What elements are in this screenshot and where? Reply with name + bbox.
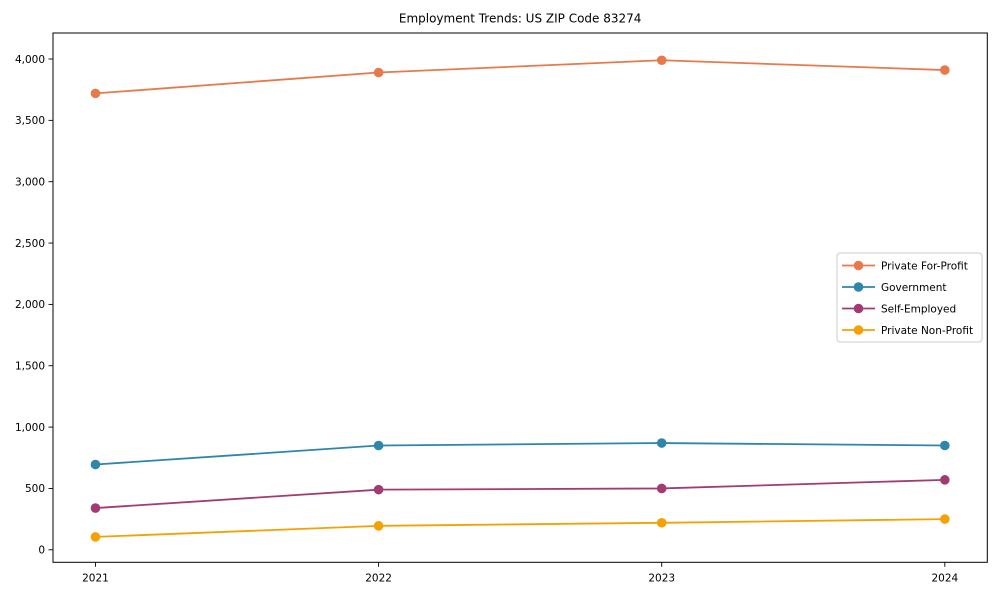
x-axis-tick-label: 2021 [82,572,109,584]
data-point-0-2022 [373,67,384,78]
y-axis-tick-label: 0 [38,545,45,557]
data-point-2-2023 [656,483,667,494]
data-point-2-2021 [90,503,101,513]
y-axis-tick-label: 2,000 [15,299,45,311]
y-axis-tick-label: 1,500 [15,361,45,373]
y-axis-tick-label: 3,500 [15,115,45,127]
x-axis-tick-label: 2024 [931,572,958,584]
y-axis-tick-label: 500 [25,483,45,495]
y-axis-tick-label: 1,000 [15,422,45,434]
legend-sample-marker-3 [853,325,864,335]
data-point-0-2024 [940,65,950,75]
data-point-0-2023 [656,55,667,66]
data-point-1-2021 [90,459,101,470]
legend-sample-marker-2 [853,303,864,314]
series-line-0 [95,59,945,95]
data-point-1-2024 [940,440,950,451]
series-line-2 [95,478,945,509]
y-axis-tick-label: 2,500 [15,238,45,250]
x-axis-tick-label: 2023 [648,572,675,584]
data-point-3-2022 [373,521,384,531]
legend-sample-marker-0 [853,260,864,271]
legend-box [836,252,983,343]
data-point-1-2022 [373,440,384,451]
data-point-3-2023 [656,517,667,528]
series-line-1 [95,442,945,466]
legend-label-0: Private For-Profit [881,260,968,272]
y-axis-tick-label: 4,000 [15,54,45,66]
x-axis-tick-label: 2022 [365,572,392,584]
legend-sample-marker-1 [853,282,864,292]
legend-label-3: Private Non-Profit [881,325,973,337]
data-point-3-2021 [90,532,101,542]
data-point-0-2021 [90,88,101,99]
legend-label-2: Self-Employed [881,303,956,315]
data-point-2-2022 [373,484,384,495]
plot-border [52,32,988,563]
data-point-1-2023 [656,438,667,448]
y-axis-tick-label: 3,000 [15,177,45,189]
chart-title: Employment Trends: US ZIP Code 83274 [399,12,642,26]
legend-label-1: Government [881,282,946,294]
data-point-3-2024 [940,514,950,524]
series-line-3 [95,518,945,538]
data-point-2-2024 [940,475,950,485]
